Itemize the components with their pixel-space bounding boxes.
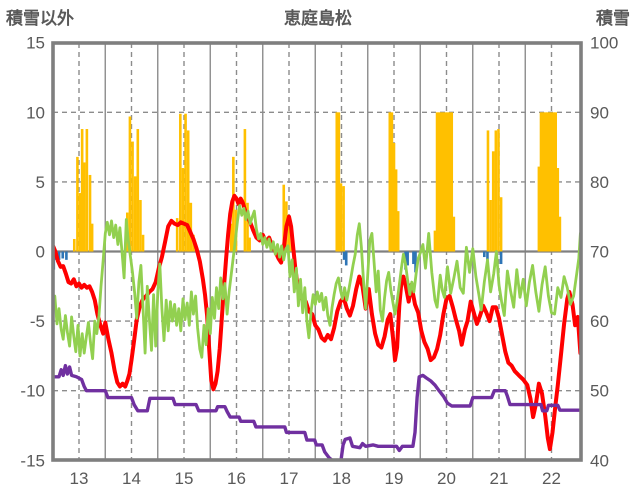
- right-axis-title: 積雪: [596, 9, 630, 28]
- left-axis-tick: 15: [26, 34, 45, 53]
- chart-title: 恵庭島松: [284, 9, 352, 28]
- left-axis-tick: -15: [20, 451, 45, 470]
- data-series: [54, 112, 580, 460]
- left-axis-title: 積雪以外: [6, 9, 74, 28]
- x-axis-tick: 14: [122, 469, 141, 488]
- left-axis-tick: 0: [36, 243, 45, 262]
- green-line: [54, 204, 580, 361]
- x-axis-tick: 19: [385, 469, 404, 488]
- right-axis-tick: 60: [590, 312, 609, 331]
- left-axis-tick: -10: [20, 382, 45, 401]
- right-axis-tick: 70: [590, 243, 609, 262]
- right-axis-tick: 80: [590, 173, 609, 192]
- x-axis-tick: 18: [332, 469, 351, 488]
- x-axis-tick: 21: [490, 469, 509, 488]
- plot-frame: [51, 41, 583, 462]
- left-axis-tick: 10: [26, 103, 45, 122]
- left-axis-tick: -5: [30, 312, 45, 331]
- right-axis-tick: 50: [590, 382, 609, 401]
- x-axis-tick: 16: [227, 469, 246, 488]
- x-axis-tick: 17: [280, 469, 299, 488]
- x-axis-tick: 13: [70, 469, 89, 488]
- left-axis-tick: 5: [36, 173, 45, 192]
- purple-line: [54, 363, 580, 460]
- right-axis-tick: 100: [590, 34, 618, 53]
- x-axis-tick: 20: [437, 469, 456, 488]
- x-axis-tick: 22: [542, 469, 561, 488]
- x-axis-tick: 15: [175, 469, 194, 488]
- snow-depth-bars: [72, 112, 562, 252]
- right-axis-tick: 90: [590, 103, 609, 122]
- right-axis-tick: 40: [590, 451, 609, 470]
